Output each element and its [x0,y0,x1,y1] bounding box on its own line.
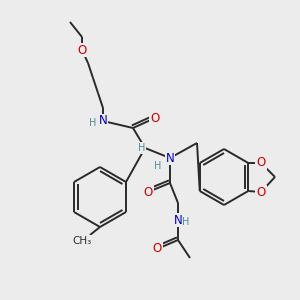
Text: O: O [152,242,162,256]
Text: O: O [143,185,153,199]
Text: O: O [256,157,266,169]
Text: H: H [154,161,162,171]
Text: H: H [182,217,190,227]
Text: H: H [138,143,145,153]
Text: N: N [99,115,107,128]
Text: O: O [256,185,266,199]
Text: O: O [150,112,160,124]
Text: H: H [89,118,97,128]
Text: CH₃: CH₃ [72,236,92,246]
Text: O: O [77,44,87,56]
Text: N: N [166,152,174,164]
Text: N: N [174,214,182,226]
